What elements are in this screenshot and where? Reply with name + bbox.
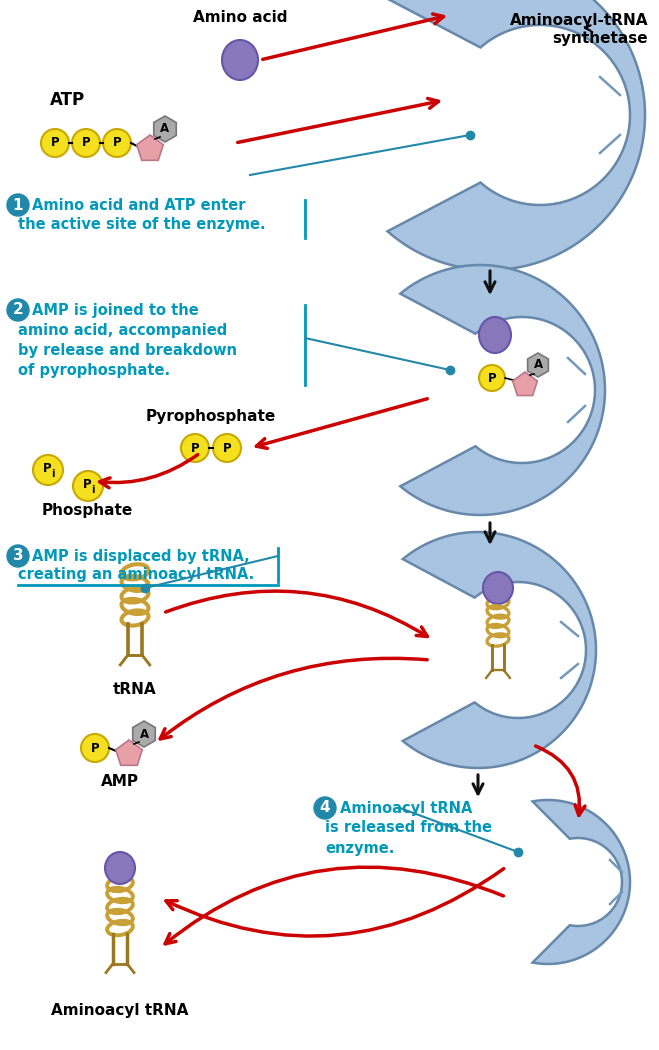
Circle shape (33, 455, 63, 485)
Text: i: i (51, 469, 55, 479)
Text: A: A (160, 123, 169, 135)
Text: 3: 3 (13, 548, 23, 564)
Ellipse shape (105, 852, 135, 884)
Text: 4: 4 (320, 800, 330, 816)
Text: Pyrophosphate: Pyrophosphate (146, 408, 276, 423)
Circle shape (7, 299, 29, 321)
Text: i: i (91, 485, 95, 495)
Text: enzyme.: enzyme. (325, 840, 394, 856)
Text: P: P (113, 136, 121, 149)
Text: tRNA: tRNA (113, 682, 157, 697)
Text: P: P (43, 462, 51, 476)
Text: P: P (51, 136, 59, 149)
Text: 2: 2 (13, 302, 23, 317)
Text: P: P (223, 441, 231, 455)
Text: Aminoacyl-tRNA: Aminoacyl-tRNA (509, 13, 648, 27)
Text: is released from the: is released from the (325, 820, 492, 836)
Text: Amino acid and ATP enter: Amino acid and ATP enter (32, 197, 246, 212)
Text: amino acid, accompanied: amino acid, accompanied (18, 322, 227, 337)
Text: ATP: ATP (50, 91, 85, 109)
Text: P: P (91, 741, 100, 755)
Circle shape (479, 365, 505, 391)
Circle shape (181, 434, 209, 462)
Circle shape (72, 129, 100, 158)
Text: P: P (190, 441, 199, 455)
Text: P: P (488, 372, 496, 384)
Circle shape (81, 734, 109, 762)
Text: Phosphate: Phosphate (42, 503, 133, 518)
Text: of pyrophosphate.: of pyrophosphate. (18, 362, 170, 378)
Polygon shape (154, 116, 176, 142)
Ellipse shape (483, 572, 513, 604)
Text: AMP: AMP (101, 775, 139, 790)
Text: A: A (140, 728, 148, 740)
Polygon shape (387, 0, 645, 270)
Ellipse shape (479, 317, 511, 353)
Polygon shape (400, 265, 605, 514)
Text: creating an aminoacyl tRNA.: creating an aminoacyl tRNA. (18, 567, 254, 583)
Text: Aminoacyl tRNA: Aminoacyl tRNA (51, 1003, 188, 1017)
Text: AMP is joined to the: AMP is joined to the (32, 302, 199, 317)
Polygon shape (528, 353, 548, 377)
Circle shape (213, 434, 241, 462)
Circle shape (41, 129, 69, 158)
Text: Amino acid: Amino acid (192, 10, 287, 25)
Text: P: P (82, 479, 92, 491)
Circle shape (103, 129, 131, 158)
Text: P: P (82, 136, 90, 149)
Text: A: A (533, 358, 542, 372)
Circle shape (7, 545, 29, 567)
Polygon shape (116, 740, 142, 765)
Circle shape (314, 797, 336, 819)
Text: Aminoacyl tRNA: Aminoacyl tRNA (340, 800, 473, 816)
Circle shape (7, 194, 29, 216)
Polygon shape (513, 372, 537, 396)
Text: the active site of the enzyme.: the active site of the enzyme. (18, 217, 266, 232)
Ellipse shape (222, 40, 258, 80)
Polygon shape (532, 800, 630, 964)
Polygon shape (403, 532, 596, 768)
Text: 1: 1 (13, 197, 23, 212)
Text: AMP is displaced by tRNA,: AMP is displaced by tRNA, (32, 548, 250, 564)
Text: by release and breakdown: by release and breakdown (18, 342, 237, 357)
Polygon shape (136, 135, 163, 161)
Text: synthetase: synthetase (552, 30, 648, 45)
Polygon shape (132, 721, 156, 747)
Circle shape (73, 471, 103, 501)
